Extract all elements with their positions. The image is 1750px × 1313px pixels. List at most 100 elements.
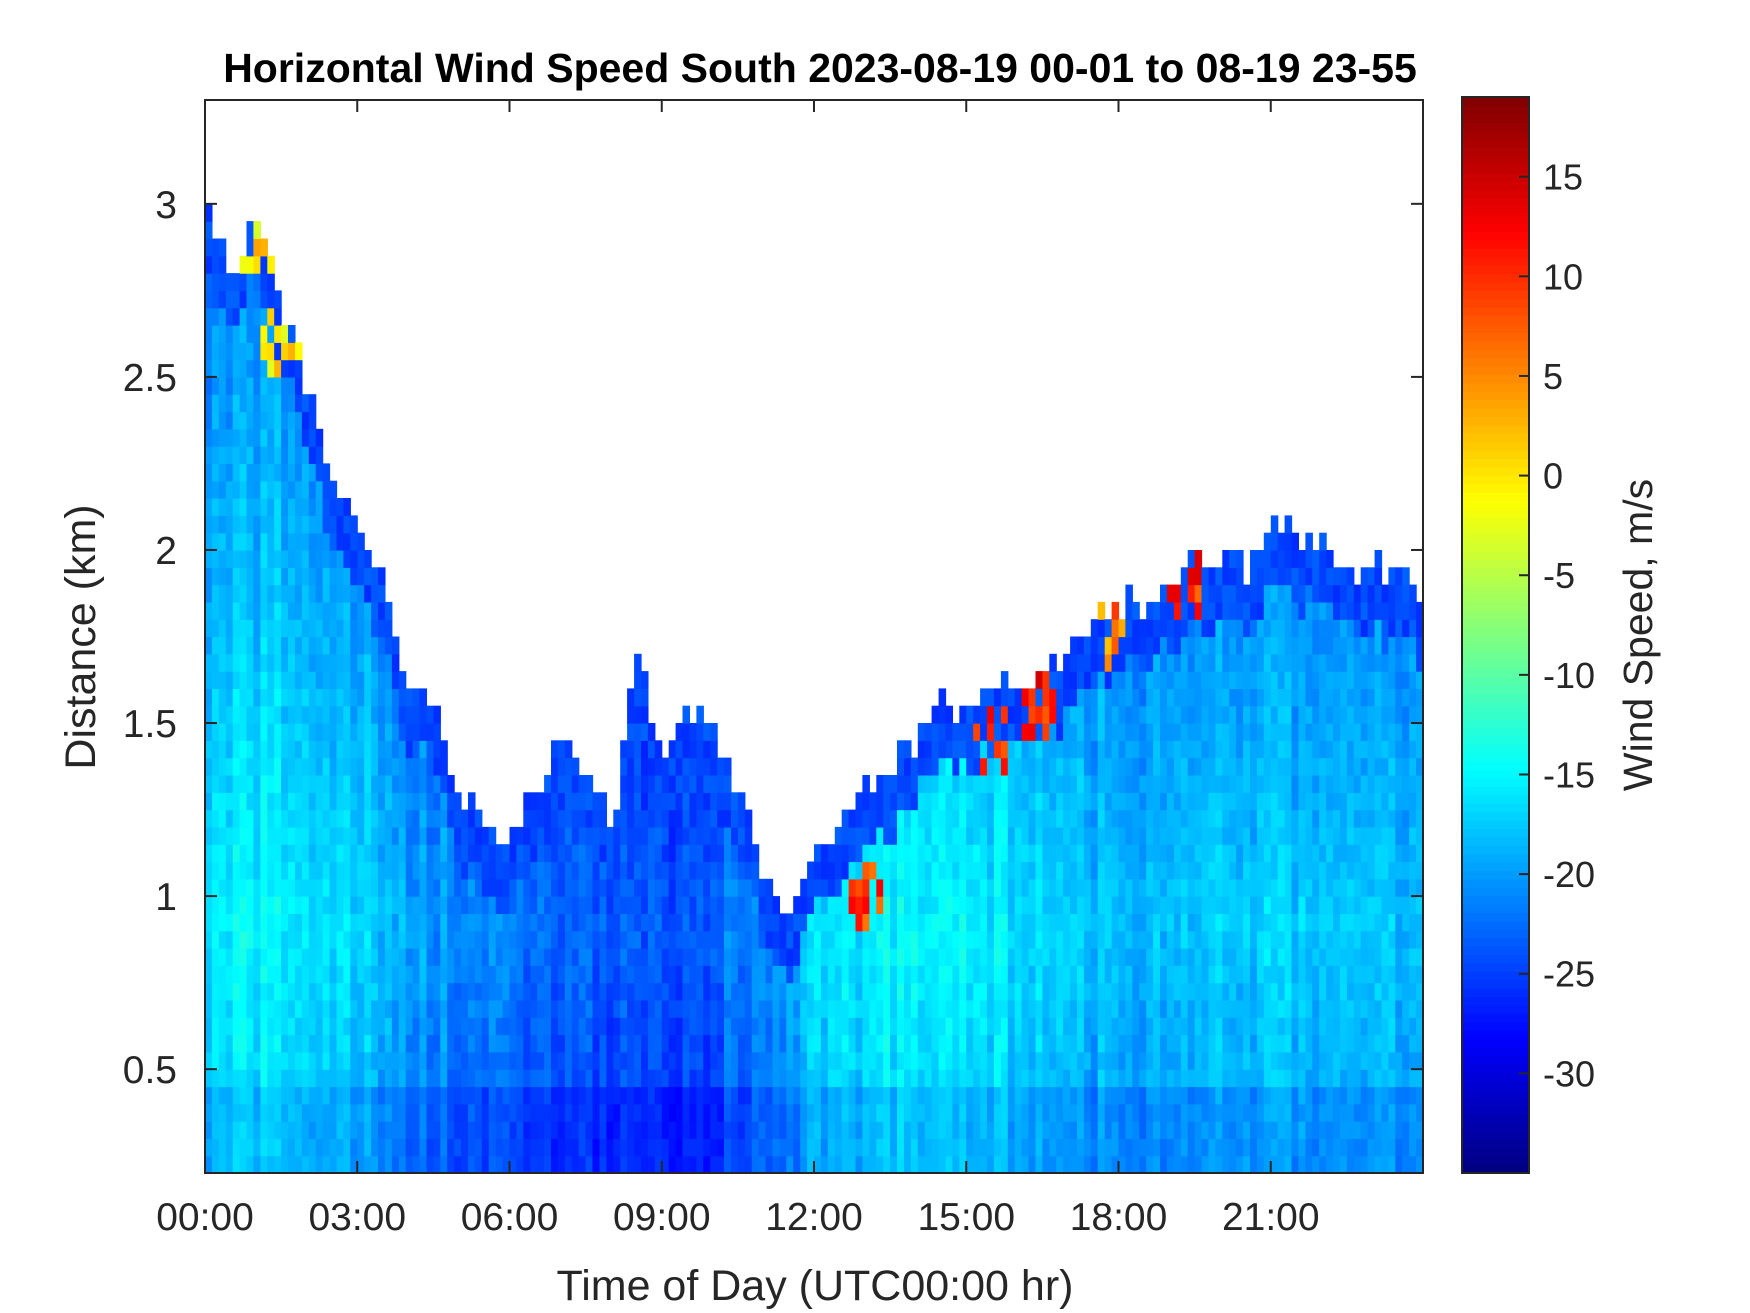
heatmap-cell [1070,913,1078,932]
heatmap-cell [1111,878,1120,897]
heatmap-cell [447,1121,455,1140]
heatmap-cell [474,948,483,966]
heatmap-cell [1298,1138,1306,1157]
heatmap-cell [724,1103,732,1122]
heatmap-cell [675,930,684,949]
heatmap-cell [205,325,213,343]
heatmap-cell [350,999,358,1018]
heatmap-cell [281,826,289,845]
heatmap-cell [391,1017,400,1036]
heatmap-cell [225,1103,234,1122]
heatmap-cell [350,601,358,620]
heatmap-cell [1243,619,1251,638]
heatmap-cell [689,965,697,984]
heatmap-cell [461,844,469,863]
heatmap-cell [876,878,884,897]
heatmap-cell [855,1069,864,1088]
heatmap-cell [391,1121,400,1140]
heatmap-cell [1201,757,1210,776]
heatmap-cell [627,1069,635,1088]
heatmap-cell [1042,844,1050,863]
heatmap-cell [1090,1051,1099,1070]
heatmap-cell [599,913,608,932]
heatmap-cell [433,844,441,863]
heatmap-cell [551,913,559,932]
heatmap-cell [301,1121,310,1140]
heatmap-cell [834,1017,843,1036]
heatmap-cell [827,844,836,863]
heatmap-cell [551,982,559,1001]
heatmap-cell [592,999,601,1018]
heatmap-cell [1153,965,1161,984]
heatmap-cell [634,688,642,707]
heatmap-cell [931,999,940,1018]
heatmap-cell [301,636,310,655]
heatmap-cell [336,1051,345,1070]
heatmap-cell [461,965,469,984]
heatmap-cell [1007,809,1016,828]
heatmap-cell [336,584,345,603]
heatmap-cell [1097,636,1106,655]
heatmap-cell [1243,1138,1251,1157]
heatmap-cell [274,826,282,845]
heatmap-cell [509,896,518,915]
heatmap-cell [1270,948,1279,966]
heatmap-cell [378,688,386,707]
heatmap-cell [1153,896,1161,915]
heatmap-cell [897,861,905,880]
heatmap-cell [454,913,462,932]
heatmap-cell [571,1086,580,1105]
heatmap-cell [827,1034,836,1053]
heatmap-cell [1090,705,1099,724]
heatmap-cell [1194,723,1203,741]
heatmap-cell [225,1069,234,1088]
heatmap-cell [904,792,912,811]
heatmap-cell [793,965,801,984]
heatmap-cell [516,1103,524,1122]
heatmap-cell [301,913,310,932]
heatmap-cell [1070,1069,1078,1088]
heatmap-cell [931,1069,940,1088]
heatmap-cell [1312,965,1320,984]
heatmap-cell [578,844,587,863]
heatmap-cell [1000,1121,1009,1140]
heatmap-cell [1305,861,1313,880]
heatmap-cell [592,1155,601,1174]
heatmap-cell [613,1017,621,1036]
heatmap-cell [253,394,261,413]
heatmap-cell [793,1069,801,1088]
heatmap-cell [1256,1051,1265,1070]
heatmap-cell [225,948,234,966]
heatmap-cell [848,1138,857,1157]
heatmap-cell [308,515,317,534]
heatmap-cell [260,913,268,932]
heatmap-cell [696,844,704,863]
heatmap-cell [1215,982,1223,1001]
heatmap-cell [218,671,227,690]
heatmap-cell [1125,809,1133,828]
heatmap-cell [578,1034,587,1053]
heatmap-cell [1166,601,1175,620]
heatmap-cell [744,930,753,949]
heatmap-cell [675,740,684,759]
heatmap-cell [260,550,268,568]
heatmap-cell [1277,1069,1286,1088]
heatmap-cell [239,532,248,551]
heatmap-cell [246,584,255,603]
heatmap-cell [924,1086,933,1105]
heatmap-cell [820,1086,829,1105]
heatmap-cell [1083,948,1092,966]
heatmap-cell [1146,740,1154,759]
heatmap-cell [1215,930,1223,949]
heatmap-cell [343,757,351,776]
heatmap-cell [253,584,261,603]
heatmap-cell [336,567,345,586]
heatmap-cell [336,826,345,845]
heatmap-cell [564,809,573,828]
heatmap-cell [516,1138,524,1157]
heatmap-cell [384,844,393,863]
heatmap-cell [924,1017,933,1036]
heatmap-cell [1139,913,1147,932]
heatmap-cell [329,861,338,880]
heatmap-cell [814,1121,822,1140]
